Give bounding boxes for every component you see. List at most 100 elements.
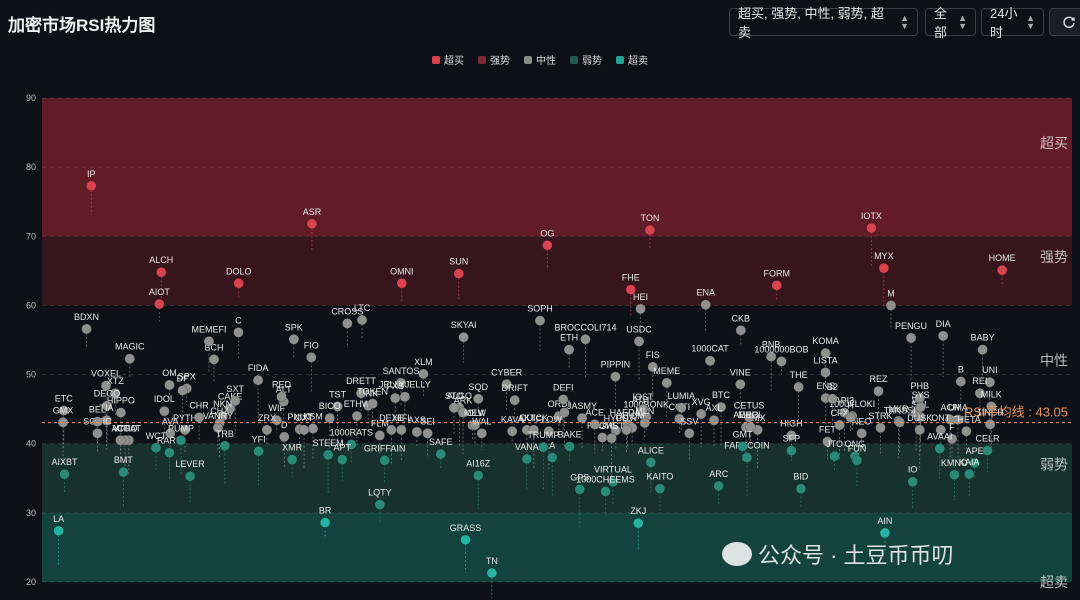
- point-label: THETA: [952, 414, 981, 424]
- point-label: TRB: [216, 429, 234, 439]
- rsi-point: [607, 476, 619, 488]
- rsi-point: [271, 414, 283, 426]
- point-label: ETH: [560, 333, 578, 343]
- point-label: JELLYJELLY: [379, 380, 431, 390]
- point-label: REI: [972, 376, 987, 386]
- point-label: PYTH: [173, 413, 197, 423]
- rsi-point: [179, 424, 191, 436]
- point-label: JTO: [826, 439, 843, 449]
- point-label: TOKEN: [357, 387, 388, 397]
- rsi-point: [914, 424, 926, 436]
- rsi-point: [288, 334, 300, 345]
- rsi-point: [944, 414, 956, 425]
- point-label: VTHO: [112, 423, 137, 433]
- rsi-average-label: RSI平均线 : 43.05: [964, 405, 1068, 420]
- rsi-point: [501, 378, 512, 390]
- legend-item-neutral[interactable]: 中性: [524, 52, 556, 67]
- point-label: XLM: [414, 357, 433, 367]
- point-label: CKB: [732, 313, 751, 323]
- y-tick-label: 90: [26, 93, 36, 103]
- point-label: UNI: [982, 365, 998, 375]
- point-label: CFX: [831, 408, 849, 418]
- rsi-point: [448, 402, 460, 414]
- rsi-point: [984, 419, 996, 430]
- rsi-point: [827, 393, 838, 405]
- point-label: REZ: [869, 374, 888, 384]
- point-label: STO: [445, 391, 463, 401]
- point-label: B: [958, 364, 964, 374]
- point-label: PHB: [910, 381, 929, 391]
- point-label: KAIA: [959, 457, 980, 467]
- point-label: GMT: [733, 429, 753, 439]
- rsi-point: [610, 371, 621, 382]
- rsi-point: [224, 403, 236, 414]
- rsi-point: [559, 407, 570, 418]
- rsi-point: [715, 401, 727, 413]
- legend-item-overbought[interactable]: 超买: [432, 52, 464, 67]
- point-label: MERL: [738, 410, 763, 420]
- rsi-point: [509, 394, 521, 406]
- point-label: DRIFT: [501, 383, 528, 393]
- point-label: FET: [819, 425, 837, 435]
- point-label: ATH: [632, 395, 649, 405]
- point-label: HAEDAL: [610, 407, 646, 417]
- period-select[interactable]: 24小时 ▲ ▼: [981, 6, 1044, 40]
- legend-item-oversold[interactable]: 超卖: [616, 52, 648, 67]
- point-label: XTZ: [107, 376, 125, 386]
- rsi-point: [704, 355, 716, 367]
- rsi-point: [580, 334, 591, 345]
- rsi-point: [184, 470, 196, 482]
- watermark: 公众号 · 土豆币币叨: [722, 538, 954, 570]
- rsi-point: [866, 222, 877, 234]
- rsi-point: [786, 430, 797, 441]
- point-label: B2: [827, 382, 838, 392]
- rsi-point: [175, 434, 187, 446]
- rsi-point: [379, 455, 390, 466]
- legend-item-strong[interactable]: 强势: [478, 52, 510, 67]
- zone-label: 超买: [1040, 135, 1068, 151]
- legend-item-weak[interactable]: 弱势: [570, 52, 602, 67]
- rsi-point: [564, 441, 575, 452]
- point-label: MAGIC: [115, 342, 145, 352]
- point-label: HIFI: [393, 413, 410, 423]
- rsi-point: [458, 331, 469, 343]
- point-label: HIPPO: [107, 396, 135, 406]
- point-label: A: [549, 441, 555, 451]
- point-label: AIN: [877, 516, 892, 526]
- point-label: 1000RATS: [330, 427, 373, 437]
- rsi-point: [521, 453, 533, 465]
- rsi-point: [735, 378, 746, 390]
- rsi-point: [963, 468, 975, 480]
- zone-label: 强势: [1040, 249, 1068, 265]
- point-label: AXS: [408, 415, 426, 425]
- legend-label: 弱势: [582, 56, 602, 67]
- point-label: CROSS: [331, 306, 363, 316]
- point-label: KOMA: [812, 336, 839, 346]
- scope-select[interactable]: 全部 ▲ ▼: [925, 6, 976, 40]
- point-label: AKT: [518, 413, 536, 423]
- point-label: DEFI: [553, 382, 574, 392]
- point-label: SUN: [449, 257, 468, 267]
- point-label: IP: [87, 169, 96, 179]
- point-label: QUICK: [520, 413, 549, 423]
- point-label: TIA: [99, 403, 113, 413]
- point-label: BNB: [762, 340, 781, 350]
- rsi-point: [708, 414, 720, 426]
- rsi-point: [589, 419, 601, 430]
- rsi-filter-select[interactable]: 超买, 强势, 中性, 弱势, 超卖 ▲ ▼: [729, 6, 918, 40]
- point-label: DIA: [936, 319, 951, 329]
- rsi-point: [110, 387, 121, 399]
- zone-band: [42, 443, 1072, 513]
- point-label: MEW: [464, 408, 487, 418]
- point-label: NEO: [852, 416, 872, 426]
- legend-swatch: [616, 55, 624, 64]
- rsi-point: [155, 266, 167, 278]
- rsi-point: [637, 403, 649, 415]
- refresh-button[interactable]: [1049, 8, 1080, 36]
- point-label: FXS: [386, 381, 404, 391]
- y-tick-label: 20: [26, 577, 36, 587]
- point-label: WIF: [269, 403, 286, 413]
- rsi-point: [164, 447, 175, 459]
- rsi-point: [974, 387, 986, 399]
- page-title: 加密市场RSI热力图: [8, 16, 156, 35]
